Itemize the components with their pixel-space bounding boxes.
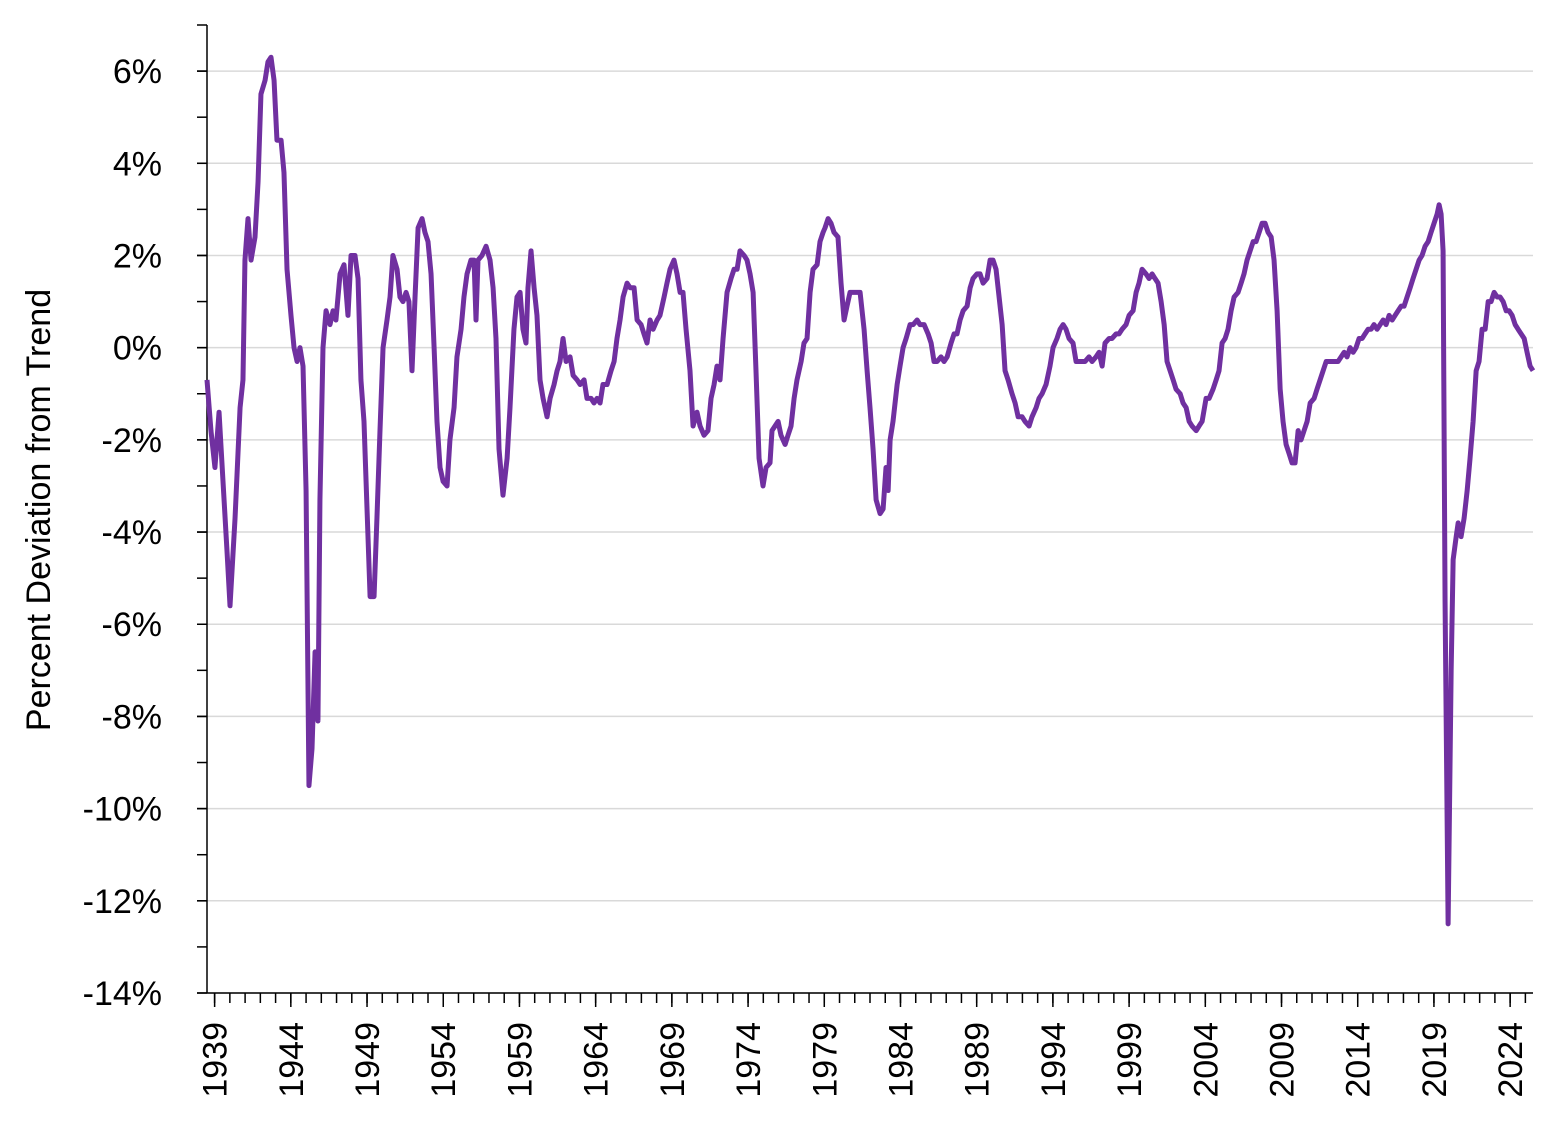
y-tick-label: -12% xyxy=(83,883,162,921)
y-tick-label: 6% xyxy=(113,53,162,91)
x-tick-label: 2009 xyxy=(1264,1022,1302,1098)
x-tick-label: 1959 xyxy=(501,1022,539,1098)
x-tick-label: 1984 xyxy=(882,1022,920,1098)
x-tick-label: 2019 xyxy=(1416,1022,1454,1098)
x-tick-label: 1994 xyxy=(1035,1022,1073,1098)
x-tick-label: 1949 xyxy=(349,1022,387,1098)
y-tick-label: -10% xyxy=(83,791,162,829)
y-tick-label: -4% xyxy=(102,514,162,552)
x-tick-label: 2004 xyxy=(1187,1022,1225,1098)
x-tick-label: 1954 xyxy=(425,1022,463,1098)
series-line xyxy=(204,54,1536,927)
y-tick-label: 0% xyxy=(113,330,162,368)
x-tick-label: 1939 xyxy=(197,1022,235,1098)
x-tick-label: 2024 xyxy=(1492,1022,1530,1098)
x-tick-label: 1964 xyxy=(578,1022,616,1098)
y-axis-label: Percent Deviation from Trend xyxy=(20,289,58,731)
y-tick-label: -6% xyxy=(102,606,162,644)
y-tick-label: 2% xyxy=(113,237,162,275)
y-tick-label: 4% xyxy=(113,145,162,183)
x-tick-label: 1999 xyxy=(1111,1022,1149,1098)
x-tick-label: 1969 xyxy=(654,1022,692,1098)
x-tick-label: 2014 xyxy=(1340,1022,1378,1098)
y-tick-label: -14% xyxy=(83,975,162,1013)
y-tick-label: -2% xyxy=(102,422,162,460)
y-tick-label: -8% xyxy=(102,698,162,736)
x-tick-label: 1944 xyxy=(273,1022,311,1098)
x-tick-label: 1974 xyxy=(730,1022,768,1098)
x-tick-label: 1989 xyxy=(959,1022,997,1098)
x-tick-label: 1979 xyxy=(806,1022,844,1098)
